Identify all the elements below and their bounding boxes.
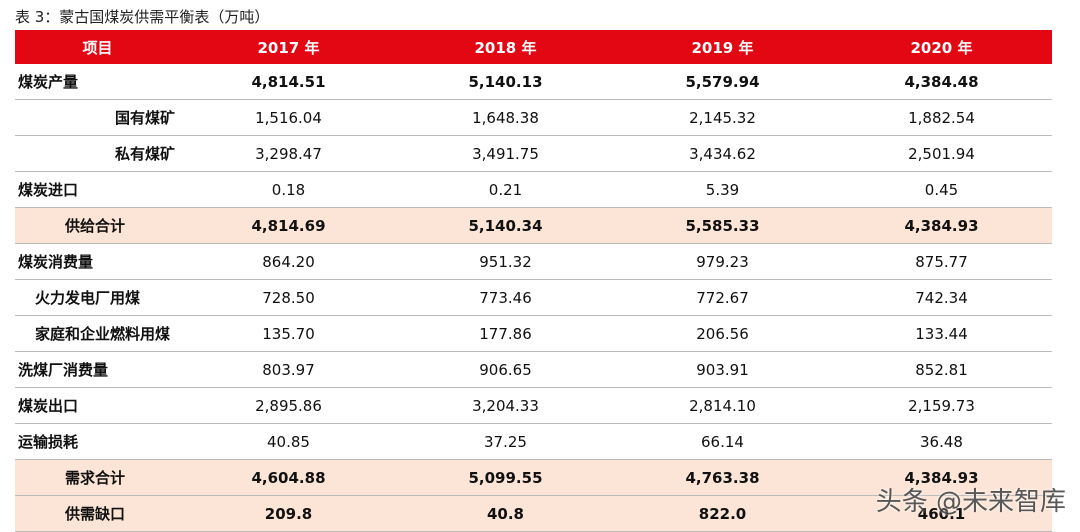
table: 项目 2017 年 2018 年 2019 年 2020 年 煤炭产量 4,814.51 5… xyxy=(15,30,1052,532)
watermark: 头条 @未来智库 xyxy=(875,487,1066,517)
cell: 5,585.33 xyxy=(614,207,831,244)
cell: 5,579.94 xyxy=(614,64,831,100)
row-label: 煤炭产量 xyxy=(15,64,180,100)
cell: 906.65 xyxy=(397,351,614,388)
cell: 5,140.13 xyxy=(397,64,614,100)
cell: 37.25 xyxy=(397,423,614,460)
cell: 3,204.33 xyxy=(397,387,614,424)
row-label: 供需缺口 xyxy=(15,495,180,532)
table-row: 煤炭消费量 864.20 951.32 979.23 875.77 xyxy=(15,243,1052,280)
cell: 4,384.93 xyxy=(831,459,1052,496)
header-cell: 2019 年 xyxy=(614,30,831,64)
cell: 3,434.62 xyxy=(614,135,831,172)
cell: 773.46 xyxy=(397,279,614,316)
cell: 5.39 xyxy=(614,171,831,208)
table-row: 煤炭出口 2,895.86 3,204.33 2,814.10 2,159.73 xyxy=(15,387,1052,424)
header-row: 项目 2017 年 2018 年 2019 年 2020 年 xyxy=(15,30,1052,64)
table-row: 火力发电厂用煤 728.50 773.46 772.67 742.34 xyxy=(15,279,1052,316)
cell: 2,814.10 xyxy=(614,387,831,424)
row-label: 火力发电厂用煤 xyxy=(15,279,180,316)
cell: 4,814.69 xyxy=(180,207,397,244)
cell: 209.8 xyxy=(180,495,397,532)
cell: 177.86 xyxy=(397,315,614,352)
cell: 772.67 xyxy=(614,279,831,316)
cell: 2,145.32 xyxy=(614,99,831,136)
cell: 4,384.48 xyxy=(831,64,1052,100)
cell: 5,140.34 xyxy=(397,207,614,244)
cell: 4,384.93 xyxy=(831,207,1052,244)
table-row: 煤炭产量 4,814.51 5,140.13 5,579.94 4,384.48 xyxy=(15,64,1052,100)
cell: 36.48 xyxy=(831,423,1052,460)
cell: 979.23 xyxy=(614,243,831,280)
cell: 728.50 xyxy=(180,279,397,316)
cell: 135.70 xyxy=(180,315,397,352)
cell: 460.1 xyxy=(831,495,1052,532)
cell: 4,814.51 xyxy=(180,64,397,100)
cell: 0.45 xyxy=(831,171,1052,208)
row-label: 煤炭进口 xyxy=(15,171,180,208)
table-row: 供给合计 4,814.69 5,140.34 5,585.33 4,384.93 xyxy=(15,207,1052,244)
cell: 803.97 xyxy=(180,351,397,388)
row-label: 洗煤厂消费量 xyxy=(15,351,180,388)
cell: 2,159.73 xyxy=(831,387,1052,424)
row-label: 煤炭消费量 xyxy=(15,243,180,280)
cell: 66.14 xyxy=(614,423,831,460)
cell: 742.34 xyxy=(831,279,1052,316)
cell: 40.8 xyxy=(397,495,614,532)
cell: 875.77 xyxy=(831,243,1052,280)
cell: 5,099.55 xyxy=(397,459,614,496)
table-row: 家庭和企业燃料用煤 135.70 177.86 206.56 133.44 xyxy=(15,315,1052,352)
row-label: 国有煤矿 xyxy=(15,99,180,136)
table-row: 运输损耗 40.85 37.25 66.14 36.48 xyxy=(15,423,1052,460)
cell: 2,501.94 xyxy=(831,135,1052,172)
cell: 4,763.38 xyxy=(614,459,831,496)
table-row: 需求合计 4,604.88 5,099.55 4,763.38 4,384.93 xyxy=(15,459,1052,496)
caption: 表 3：蒙古国煤炭供需平衡表（万吨） xyxy=(15,8,270,26)
cell: 0.21 xyxy=(397,171,614,208)
table-row: 私有煤矿 3,298.47 3,491.75 3,434.62 2,501.94 xyxy=(15,135,1052,172)
cell: 951.32 xyxy=(397,243,614,280)
row-label: 运输损耗 xyxy=(15,423,180,460)
cell: 3,298.47 xyxy=(180,135,397,172)
cell: 864.20 xyxy=(180,243,397,280)
row-label: 供给合计 xyxy=(15,207,180,244)
row-label: 需求合计 xyxy=(15,459,180,496)
header-cell: 2020 年 xyxy=(831,30,1052,64)
header-cell: 项目 xyxy=(15,30,180,64)
header-cell: 2018 年 xyxy=(397,30,614,64)
cell: 1,648.38 xyxy=(397,99,614,136)
row-label: 煤炭出口 xyxy=(15,387,180,424)
cell: 903.91 xyxy=(614,351,831,388)
table-row: 供需缺口 209.8 40.8 822.0 460.1 xyxy=(15,495,1052,532)
row-label: 私有煤矿 xyxy=(15,135,180,172)
cell: 1,882.54 xyxy=(831,99,1052,136)
table-row: 国有煤矿 1,516.04 1,648.38 2,145.32 1,882.54 xyxy=(15,99,1052,136)
cell: 40.85 xyxy=(180,423,397,460)
cell: 822.0 xyxy=(614,495,831,532)
cell: 1,516.04 xyxy=(180,99,397,136)
row-label: 家庭和企业燃料用煤 xyxy=(15,315,180,352)
cell: 852.81 xyxy=(831,351,1052,388)
table-row: 煤炭进口 0.18 0.21 5.39 0.45 xyxy=(15,171,1052,208)
table-body: 煤炭产量 4,814.51 5,140.13 5,579.94 4,384.48 国有煤矿… xyxy=(15,64,1052,532)
cell: 0.18 xyxy=(180,171,397,208)
cell: 4,604.88 xyxy=(180,459,397,496)
header-cell: 2017 年 xyxy=(180,30,397,64)
cell: 2,895.86 xyxy=(180,387,397,424)
table-row: 洗煤厂消费量 803.97 906.65 903.91 852.81 xyxy=(15,351,1052,388)
cell: 3,491.75 xyxy=(397,135,614,172)
cell: 133.44 xyxy=(831,315,1052,352)
cell: 206.56 xyxy=(614,315,831,352)
